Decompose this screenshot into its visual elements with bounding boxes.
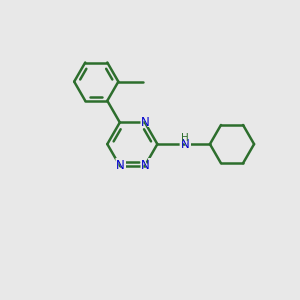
Text: N: N <box>140 159 149 172</box>
Text: N: N <box>178 135 192 153</box>
Text: H: H <box>181 133 189 142</box>
Text: N: N <box>113 158 127 173</box>
Text: N: N <box>138 158 152 173</box>
Text: N: N <box>140 116 149 129</box>
Text: N: N <box>116 159 124 172</box>
Text: N: N <box>138 115 152 130</box>
Text: N: N <box>181 138 189 151</box>
